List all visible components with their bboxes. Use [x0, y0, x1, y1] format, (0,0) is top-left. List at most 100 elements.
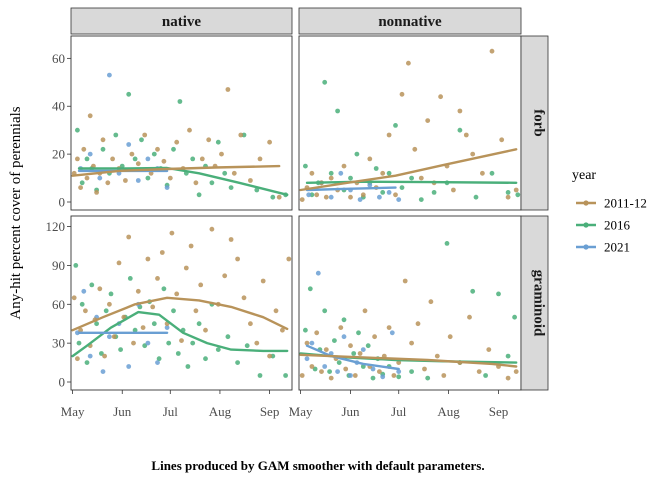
data-point-2016 [512, 314, 517, 320]
data-point-2011-12 [179, 338, 184, 343]
legend-title: year [572, 168, 596, 183]
y-tick-label: 30 [52, 336, 65, 351]
data-point-2011-12 [377, 369, 382, 374]
data-point-2011-12 [78, 327, 83, 333]
strip-nonnative-label: nonnative [378, 14, 442, 30]
data-point-2016 [108, 291, 114, 297]
data-point-2011-12 [267, 353, 272, 359]
data-point-2021 [87, 353, 93, 359]
data-point-2011-12 [402, 278, 408, 284]
data-point-2016 [505, 190, 511, 195]
data-point-2011-12 [367, 156, 373, 162]
data-point-2011-12 [412, 146, 418, 152]
data-point-2011-12 [131, 340, 136, 346]
data-point-2016 [505, 353, 511, 359]
data-point-2016 [84, 360, 90, 365]
facet-panels: 0 20 40 60 0 30 60 90 120 May Jun Jul Aug Sep May Jun Ju… [46, 35, 522, 419]
data-point-2016 [457, 127, 463, 133]
data-point-2011-12 [126, 234, 132, 240]
data-point-2011-12 [396, 360, 402, 365]
data-point-2011-12 [222, 273, 228, 279]
data-point-2016 [215, 347, 221, 352]
data-point-2011-12 [280, 327, 285, 333]
data-point-2011-12 [148, 170, 154, 176]
legend-item-2016: 2016 [576, 218, 631, 233]
data-point-2016 [132, 327, 138, 333]
data-point-2011-12 [451, 187, 456, 193]
data-point-2016 [190, 156, 196, 162]
data-point-2021 [328, 194, 334, 200]
strip-graminoid-bg [520, 215, 549, 391]
data-point-2016 [356, 330, 361, 336]
strip-native-bg [70, 7, 293, 35]
data-point-2021 [357, 197, 363, 203]
chart-caption: Lines produced by GAM smoother with defa… [151, 458, 484, 473]
data-point-2011-12 [372, 334, 377, 340]
data-point-2011-12 [314, 330, 320, 336]
legend-item-2021: 2021 [576, 240, 630, 255]
data-point-2011-12 [447, 334, 453, 340]
x-tick-label: Jun [341, 404, 360, 419]
legend-key-point [583, 200, 589, 206]
data-point-2016 [196, 192, 202, 198]
data-point-2016 [235, 360, 241, 365]
data-point-2016 [409, 175, 414, 181]
data-point-2016 [303, 163, 308, 169]
data-point-2016 [399, 185, 405, 191]
data-point-2021 [338, 170, 344, 176]
data-point-2011-12 [145, 256, 151, 262]
data-point-2021 [145, 340, 151, 346]
data-point-2011-12 [187, 127, 192, 133]
x-tick-label: May [289, 404, 313, 419]
data-point-2011-12 [343, 366, 349, 372]
legend-key-point [583, 222, 589, 228]
data-point-2016 [118, 347, 123, 352]
data-point-2011-12 [362, 308, 368, 314]
data-point-2011-12 [418, 175, 424, 181]
data-point-2016 [409, 369, 414, 374]
data-point-2021 [126, 142, 132, 147]
data-point-2021 [164, 325, 170, 330]
y-tick-label: 0 [59, 375, 66, 390]
data-point-2016 [244, 343, 250, 349]
data-point-2011-12 [97, 286, 103, 292]
data-point-2016 [99, 351, 104, 356]
data-point-2016 [348, 175, 353, 181]
data-point-2016 [365, 343, 371, 349]
data-point-2016 [515, 192, 521, 198]
data-point-2011-12 [81, 146, 87, 152]
data-point-2016 [222, 170, 228, 176]
strip-graminoid-label: graminoid [531, 270, 547, 337]
data-point-2011-12 [75, 156, 80, 162]
data-point-2011-12 [505, 375, 511, 381]
data-point-2016 [190, 340, 196, 346]
strip-forb-label: forb [531, 109, 547, 137]
data-point-2011-12 [328, 375, 334, 381]
smooth-line-2016 [77, 166, 289, 197]
data-point-2011-12 [135, 288, 141, 294]
data-point-2011-12 [428, 299, 434, 305]
data-point-2016 [370, 375, 376, 381]
data-point-2016 [142, 343, 148, 349]
data-point-2011-12 [399, 91, 405, 97]
data-point-2011-12 [209, 226, 215, 232]
data-point-2021 [81, 288, 87, 294]
data-point-2011-12 [409, 340, 414, 346]
data-point-2016 [113, 132, 119, 138]
data-point-2016 [328, 170, 334, 176]
data-point-2016 [354, 151, 360, 157]
data-point-2016 [228, 185, 234, 191]
data-point-2011-12 [276, 194, 282, 200]
smooth-line-2016 [305, 180, 518, 185]
data-point-2011-12 [425, 118, 431, 123]
data-point-2011-12 [110, 156, 115, 162]
data-point-2021 [107, 72, 112, 78]
data-point-2021 [341, 334, 347, 340]
data-point-2021 [360, 347, 366, 352]
data-point-2016 [185, 364, 191, 369]
data-point-2016 [327, 369, 332, 374]
data-point-2016 [254, 187, 260, 193]
data-point-2016 [380, 190, 386, 195]
data-point-2011-12 [87, 113, 93, 119]
